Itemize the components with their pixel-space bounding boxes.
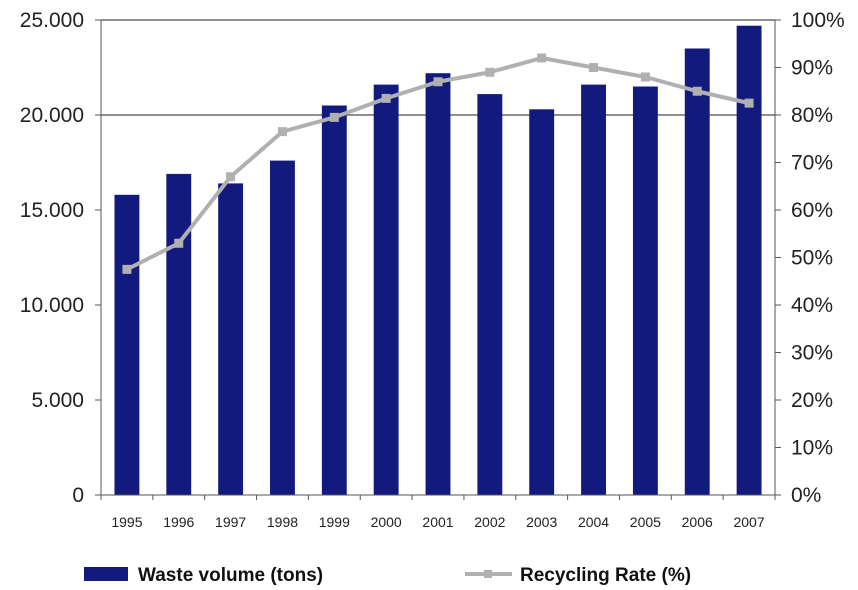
right-tick-label: 50% [791,247,833,270]
left-tick-label: 0 [72,484,84,507]
legend-marker-recycling-rate [484,570,492,578]
right-tick-label: 90% [791,57,833,80]
bar-2000 [373,84,399,495]
bar-1998 [270,160,295,495]
point-1996 [174,238,184,248]
x-tick-label: 1998 [267,514,298,530]
legend-swatch-waste-volume [84,567,128,581]
left-tick-label: 20.000 [20,104,84,127]
x-tick-label: 2001 [422,514,453,530]
point-1995 [122,264,132,274]
point-2001 [433,77,443,87]
bar-2004 [581,84,606,495]
bar-2002 [477,94,503,495]
point-1998 [277,127,287,137]
point-2003 [537,53,547,63]
x-tick-label: 2006 [682,514,713,530]
bar-1995 [114,194,140,496]
right-tick-label: 60% [791,199,833,222]
left-axis-ticks: 0 5.000 10.000 15.000 20.000 25.000 [20,9,101,507]
right-tick-label: 70% [791,152,833,175]
bar-2003 [529,109,555,496]
x-tick-label: 2000 [371,514,402,530]
left-tick-label: 10.000 [20,294,84,317]
bar-2007 [736,25,762,495]
x-tick-label: 2007 [733,514,764,530]
legend-label-recycling-rate: Recycling Rate (%) [520,565,691,586]
x-axis-ticks: 1995 1996 1997 1998 1999 2000 2001 2002 2003 2004… [100,495,776,530]
right-tick-label: 20% [791,389,833,412]
left-tick-label: 5.000 [31,389,84,412]
x-tick-label: 2004 [578,514,609,530]
bar-2006 [684,48,710,495]
bar-1997 [218,183,244,495]
right-tick-label: 80% [791,104,833,127]
x-tick-label: 1997 [215,514,246,530]
left-tick-label: 25.000 [20,9,84,32]
bar-series-waste-volume [114,25,762,496]
line-series-recycling-rate [122,53,754,274]
x-tick-label: 2003 [526,514,557,530]
right-tick-label: 30% [791,342,833,365]
right-tick-label: 10% [791,437,833,460]
right-tick-label: 0% [791,484,821,507]
right-axis-ticks: 0% 10% 20% 30% 40% 50% 60% 70% 80% 90% 100% [775,9,845,507]
point-1997 [226,172,236,182]
bar-1999 [321,105,347,495]
x-tick-label: 2002 [474,514,505,530]
left-tick-label: 15.000 [20,199,84,222]
point-2004 [589,63,599,72]
point-1999 [329,112,339,122]
point-2002 [485,67,495,77]
x-tick-label: 1999 [319,514,350,530]
x-tick-label: 1995 [111,514,142,530]
right-tick-label: 100% [791,9,845,32]
legend: Waste volume (tons) Recycling Rate (%) [84,565,691,586]
point-2005 [640,72,650,82]
point-2000 [381,93,391,103]
point-2006 [692,86,702,96]
x-tick-label: 2005 [630,514,661,530]
point-2007 [744,98,754,108]
right-tick-label: 40% [791,294,833,317]
bar-2005 [632,86,658,495]
bar-2001 [425,73,451,495]
legend-label-waste-volume: Waste volume (tons) [138,565,323,586]
bar-1996 [166,173,192,495]
x-tick-label: 1996 [163,514,194,530]
